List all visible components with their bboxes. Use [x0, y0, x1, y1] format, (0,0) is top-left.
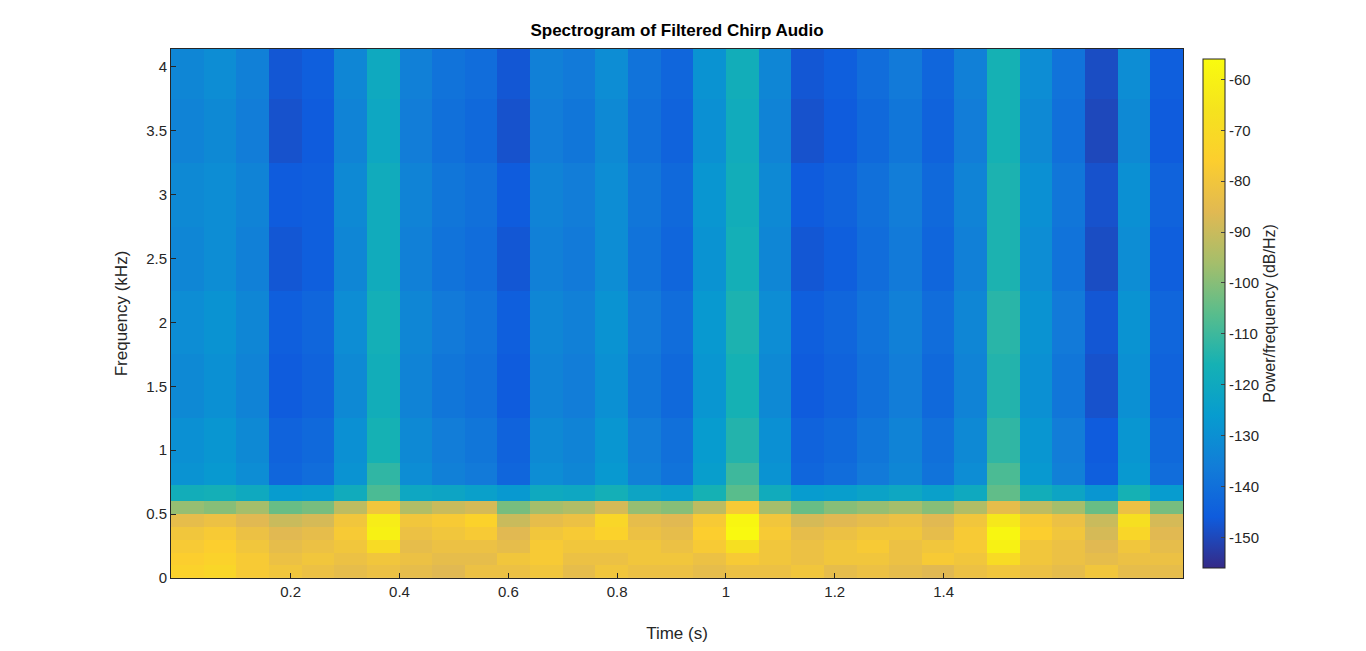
svg-text:1: 1: [159, 441, 167, 458]
svg-text:-70: -70: [1229, 122, 1251, 139]
svg-text:-130: -130: [1229, 427, 1259, 444]
svg-text:-60: -60: [1229, 71, 1251, 88]
svg-text:Spectrogram of Filtered Chirp: Spectrogram of Filtered Chirp Audio: [530, 21, 823, 40]
svg-text:3: 3: [159, 186, 167, 203]
svg-text:0.4: 0.4: [389, 583, 410, 600]
svg-text:2.5: 2.5: [146, 250, 167, 267]
svg-text:Frequency (kHz): Frequency (kHz): [112, 251, 131, 377]
svg-text:-100: -100: [1229, 274, 1259, 291]
svg-text:0.8: 0.8: [607, 583, 628, 600]
svg-text:1.2: 1.2: [824, 583, 845, 600]
svg-text:1.5: 1.5: [146, 378, 167, 395]
svg-text:-120: -120: [1229, 376, 1259, 393]
svg-text:2: 2: [159, 314, 167, 331]
svg-text:0: 0: [159, 569, 167, 586]
svg-text:4: 4: [159, 58, 167, 75]
svg-text:Power/frequency (dB/Hz): Power/frequency (dB/Hz): [1261, 224, 1278, 403]
svg-text:1: 1: [722, 583, 730, 600]
svg-text:0.6: 0.6: [498, 583, 519, 600]
svg-text:-80: -80: [1229, 172, 1251, 189]
svg-text:-140: -140: [1229, 478, 1259, 495]
svg-text:1.4: 1.4: [933, 583, 954, 600]
svg-text:0.5: 0.5: [146, 505, 167, 522]
svg-text:3.5: 3.5: [146, 122, 167, 139]
svg-text:0.2: 0.2: [280, 583, 301, 600]
svg-text:-90: -90: [1229, 223, 1251, 240]
svg-text:-110: -110: [1229, 325, 1258, 342]
svg-text:-150: -150: [1229, 529, 1259, 546]
svg-text:Time (s): Time (s): [646, 624, 708, 643]
